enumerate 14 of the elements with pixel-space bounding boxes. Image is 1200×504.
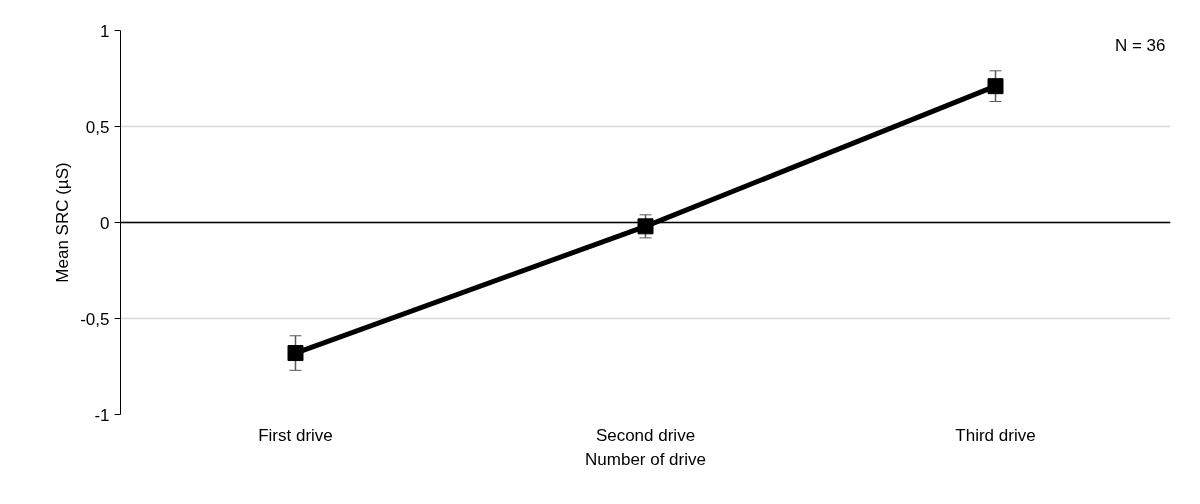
y-tick-label: 0 [100,213,110,233]
x-tick-label: First drive [258,425,333,445]
y-tick-label: -1 [94,405,110,425]
x-tick-label: Second drive [595,425,696,445]
x-axis-title: Number of drive [585,449,706,469]
point [287,345,304,362]
y-axis-title: Mean SRC (µS) [53,162,73,283]
y-tick-label: 1 [100,21,110,41]
point [987,78,1004,95]
x-tick-label: Third drive [955,425,1036,445]
y-tick-label: -0,5 [80,309,110,329]
y-tick-label: 0,5 [85,117,110,137]
point [637,218,654,235]
annotation: N = 36 [1114,35,1166,55]
